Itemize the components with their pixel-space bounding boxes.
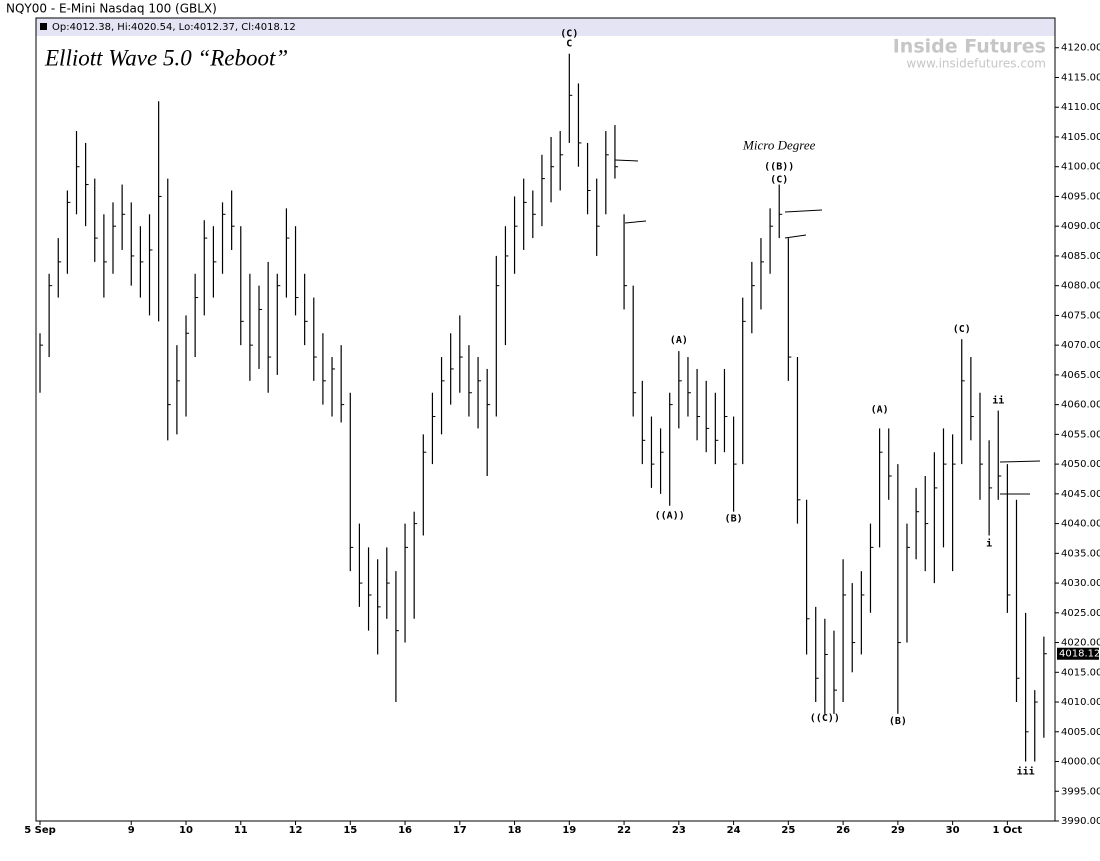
wave-label: (B) bbox=[725, 514, 743, 525]
y-tick-label: 4010.00 bbox=[1061, 697, 1100, 708]
x-tick-label: 26 bbox=[836, 825, 850, 836]
x-tick-label: 22 bbox=[617, 825, 631, 836]
wave-label: iii bbox=[1017, 766, 1035, 778]
wave-label: Micro Degree bbox=[742, 138, 816, 153]
wave-label: ((C)) bbox=[810, 713, 840, 724]
y-tick-label: 4120.00 bbox=[1061, 43, 1100, 54]
x-tick-label: 19 bbox=[562, 825, 576, 836]
x-tick-label: 1 Oct bbox=[993, 825, 1023, 836]
y-tick-label: 4100.00 bbox=[1061, 162, 1100, 173]
chart-title: NQY00 - E-Mini Nasdaq 100 (GBLX) bbox=[6, 2, 217, 16]
x-tick-label: 11 bbox=[234, 825, 248, 836]
x-tick-label: 29 bbox=[891, 825, 905, 836]
y-tick-label: 3990.00 bbox=[1061, 816, 1100, 827]
y-tick-label: 4070.00 bbox=[1061, 340, 1100, 351]
wave-label: ((A)) bbox=[655, 511, 685, 522]
level-line bbox=[614, 159, 639, 162]
info-band bbox=[36, 18, 1055, 36]
x-tick-label: 25 bbox=[781, 825, 795, 836]
y-tick-label: 4050.00 bbox=[1061, 459, 1100, 470]
y-tick-label: 4030.00 bbox=[1061, 578, 1100, 589]
x-tick-label: 16 bbox=[398, 825, 412, 836]
y-tick-label: 4025.00 bbox=[1061, 608, 1100, 619]
y-tick-label: 4110.00 bbox=[1061, 102, 1100, 113]
x-tick-label: 5 Sep bbox=[24, 825, 56, 836]
trend-lines bbox=[614, 159, 1041, 495]
x-tick-label: 18 bbox=[508, 825, 522, 836]
y-tick-label: 4005.00 bbox=[1061, 727, 1100, 738]
y-tick-label: 4060.00 bbox=[1061, 400, 1100, 411]
wave-label: ii bbox=[992, 395, 1004, 407]
watermark-url: www.insidefutures.com bbox=[906, 57, 1046, 71]
x-tick-label: 10 bbox=[179, 825, 193, 836]
y-tick-label: 4095.00 bbox=[1061, 191, 1100, 202]
wave-label: i bbox=[986, 537, 992, 549]
x-tick-label: 17 bbox=[453, 825, 467, 836]
wave-label: (C) bbox=[560, 29, 578, 40]
wave-label: (C) bbox=[770, 175, 788, 186]
info-icon bbox=[40, 23, 47, 30]
y-tick-label: 4045.00 bbox=[1061, 489, 1100, 500]
y-tick-label: 4040.00 bbox=[1061, 519, 1100, 530]
y-tick-label: 4055.00 bbox=[1061, 429, 1100, 440]
x-tick-label: 24 bbox=[727, 825, 741, 836]
wave-label: (C) bbox=[953, 324, 971, 335]
y-tick-label: 4085.00 bbox=[1061, 251, 1100, 262]
y-tick-label: 4035.00 bbox=[1061, 548, 1100, 559]
x-tick-label: 23 bbox=[672, 825, 686, 836]
wave-label: (A) bbox=[670, 335, 688, 346]
subtitle: Elliott Wave 5.0 “Reboot” bbox=[44, 45, 288, 70]
wave-label: C bbox=[566, 39, 572, 50]
x-tick-label: 9 bbox=[128, 825, 135, 836]
wave-label: (B) bbox=[889, 716, 907, 727]
y-tick-label: 4065.00 bbox=[1061, 370, 1100, 381]
x-tick-label: 12 bbox=[289, 825, 303, 836]
y-tick-label: 4105.00 bbox=[1061, 132, 1100, 143]
last-price-label: 4018.12 bbox=[1059, 649, 1100, 660]
info-text: Op:4012.38, Hi:4020.54, Lo:4012.37, Cl:4… bbox=[52, 22, 296, 33]
y-tick-label: 4015.00 bbox=[1061, 667, 1100, 678]
y-tick-label: 4020.00 bbox=[1061, 638, 1100, 649]
y-tick-label: 4000.00 bbox=[1061, 757, 1100, 768]
wave-label: ((B)) bbox=[764, 162, 794, 173]
plot-frame bbox=[35, 17, 1056, 822]
y-tick-label: 4115.00 bbox=[1061, 72, 1100, 83]
y-tick-label: 4090.00 bbox=[1061, 221, 1100, 232]
x-tick-label: 30 bbox=[946, 825, 960, 836]
y-tick-label: 4075.00 bbox=[1061, 310, 1100, 321]
wave-label: (A) bbox=[871, 404, 889, 415]
x-tick-label: 15 bbox=[343, 825, 357, 836]
level-line bbox=[999, 460, 1041, 463]
y-tick-label: 4080.00 bbox=[1061, 281, 1100, 292]
last-price-box bbox=[1057, 647, 1099, 660]
level-line bbox=[784, 234, 807, 239]
level-line bbox=[624, 220, 647, 224]
level-line bbox=[784, 209, 823, 213]
watermark: Inside Futures bbox=[893, 36, 1046, 58]
y-tick-label: 3995.00 bbox=[1061, 786, 1100, 797]
